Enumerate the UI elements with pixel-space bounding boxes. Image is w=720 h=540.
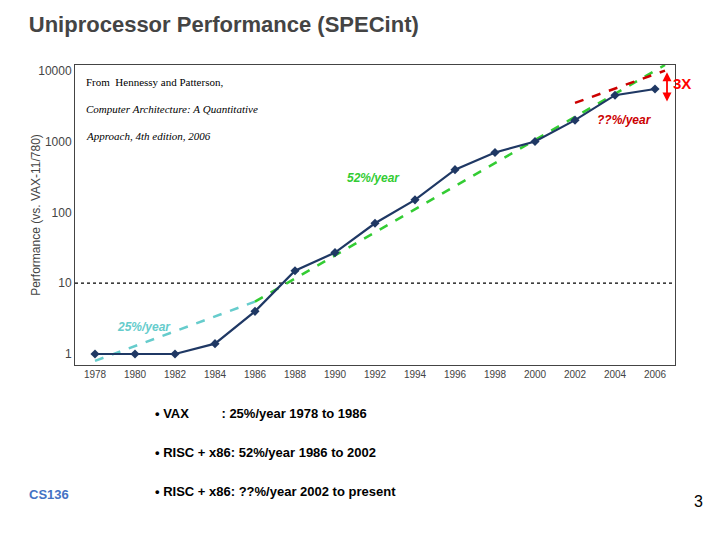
svg-text:3: 3: [694, 493, 703, 510]
svg-text:Uniprocessor Performance (SPEC: Uniprocessor Performance (SPECint): [29, 12, 419, 37]
svg-text:1986: 1986: [244, 369, 267, 380]
svg-text:2000: 2000: [524, 369, 547, 380]
svg-text:2002: 2002: [564, 369, 587, 380]
svg-text:• RISC + x86: ??%/year 2002 to: • RISC + x86: ??%/year 2002 to present: [155, 484, 396, 499]
svg-text:Performance (vs. VAX-11/780): Performance (vs. VAX-11/780): [29, 134, 43, 296]
svg-text:52%/year: 52%/year: [347, 171, 400, 185]
svg-text:1982: 1982: [164, 369, 187, 380]
svg-text:1996: 1996: [444, 369, 467, 380]
svg-text:1988: 1988: [284, 369, 307, 380]
svg-text:1984: 1984: [204, 369, 227, 380]
svg-text:CS136: CS136: [29, 487, 69, 502]
svg-text:1998: 1998: [484, 369, 507, 380]
svg-text:From Hennessy and Patterson,: From Hennessy and Patterson,: [86, 76, 223, 88]
svg-text:2006: 2006: [644, 369, 667, 380]
svg-text:3X: 3X: [673, 75, 691, 92]
svg-text:Computer Architecture: A Quant: Computer Architecture: A Quantitative: [86, 103, 258, 115]
svg-text:1: 1: [65, 347, 72, 361]
svg-text:25%/year: 25%/year: [117, 320, 171, 334]
svg-text:??%/year: ??%/year: [597, 113, 652, 127]
svg-text:1994: 1994: [404, 369, 427, 380]
svg-text:1992: 1992: [364, 369, 387, 380]
svg-text:• RISC + x86: 52%/year 1986 to: • RISC + x86: 52%/year 1986 to 2002: [155, 445, 376, 460]
svg-text:1978: 1978: [84, 369, 107, 380]
svg-text:1980: 1980: [124, 369, 147, 380]
svg-text:10: 10: [58, 276, 72, 290]
svg-text:1000: 1000: [45, 135, 72, 149]
svg-text:100: 100: [52, 206, 72, 220]
svg-text:• VAX : 25%/year 1978: • VAX : 25%/year 1978 to 1986: [155, 406, 367, 421]
svg-text:Approach, 4th edition, 2006: Approach, 4th edition, 2006: [86, 130, 211, 142]
svg-text:1990: 1990: [324, 369, 347, 380]
svg-text:2004: 2004: [604, 369, 627, 380]
svg-text:10000: 10000: [38, 64, 72, 78]
